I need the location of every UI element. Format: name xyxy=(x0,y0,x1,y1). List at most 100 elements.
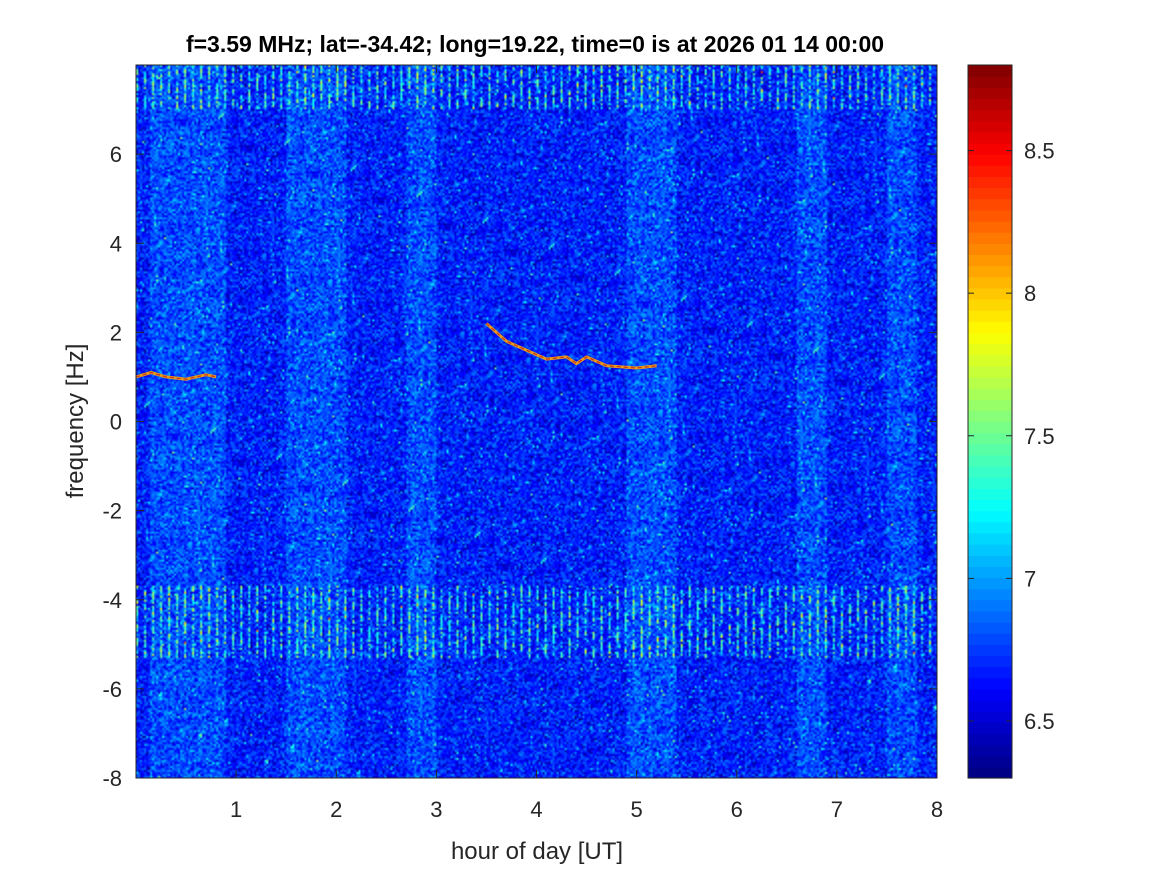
y-tick-label: -8 xyxy=(102,766,122,791)
colorbar-swatch xyxy=(968,677,1012,690)
colorbar-tick-label: 7.5 xyxy=(1024,424,1055,449)
colorbar-swatch xyxy=(968,87,1012,100)
colorbar-swatch xyxy=(968,722,1012,735)
colorbar-swatch xyxy=(968,711,1012,723)
colorbar: 6.5 7 7.5 8 8.5 xyxy=(967,64,1055,779)
colorbar-swatch xyxy=(968,310,1012,322)
colorbar-swatch xyxy=(968,276,1012,289)
spectrogram-plot xyxy=(135,64,938,779)
x-tick-label: 2 xyxy=(330,797,342,822)
colorbar-swatch xyxy=(968,98,1012,111)
colorbar-swatch xyxy=(968,477,1012,489)
colorbar-swatch xyxy=(968,209,1012,222)
colorbar-swatch xyxy=(968,733,1012,746)
colorbar-tick-label: 6.5 xyxy=(1024,709,1055,734)
colorbar-swatch xyxy=(968,198,1012,211)
colorbar-swatch xyxy=(968,332,1012,345)
colorbar-swatch xyxy=(968,633,1012,645)
x-tick-label: 6 xyxy=(731,797,743,822)
y-tick-label: -4 xyxy=(102,588,122,613)
colorbar-swatch xyxy=(968,700,1012,712)
colorbar-tick-label: 8 xyxy=(1024,281,1036,306)
colorbar-swatch xyxy=(968,376,1012,389)
colorbar-swatch xyxy=(968,232,1012,244)
y-tick-label: -6 xyxy=(102,677,122,702)
colorbar-swatch xyxy=(968,165,1012,178)
colorbar-swatch xyxy=(968,176,1012,189)
colorbar-swatch xyxy=(968,599,1012,612)
colorbar-tick-label: 8.5 xyxy=(1024,139,1055,164)
colorbar-swatch xyxy=(968,388,1012,400)
x-tick-label: 4 xyxy=(530,797,542,822)
colorbar-swatch xyxy=(968,466,1012,478)
colorbar-frame xyxy=(967,64,1013,779)
spectrogram-heatmap xyxy=(136,65,937,778)
colorbar-swatch xyxy=(968,321,1012,333)
doppler-trace-core-1 xyxy=(135,371,217,380)
colorbar-swatch xyxy=(968,666,1012,679)
colorbar-swatch xyxy=(968,109,1012,122)
colorbar-swatch xyxy=(968,488,1012,501)
colorbar-ticks: 6.5 7 7.5 8 8.5 xyxy=(968,139,1055,734)
colorbar-gradient xyxy=(968,65,1012,779)
x-tick-label: 8 xyxy=(931,797,943,822)
colorbar-swatch xyxy=(968,555,1012,567)
colorbar-swatch xyxy=(968,577,1012,590)
y-tick-label: 6 xyxy=(110,142,122,167)
colorbar-swatch xyxy=(968,298,1012,311)
colorbar-swatch xyxy=(968,443,1012,456)
colorbar-swatch xyxy=(968,343,1012,356)
colorbar-swatch xyxy=(968,76,1012,88)
x-tick-label: 1 xyxy=(230,797,242,822)
colorbar-swatch xyxy=(968,644,1012,657)
y-axis-ticks: -8 -6 -4 -2 0 2 4 6 xyxy=(102,142,937,791)
colorbar-swatch xyxy=(968,566,1012,579)
colorbar-swatch xyxy=(968,265,1012,278)
y-tick-label: 2 xyxy=(110,320,122,345)
colorbar-swatch xyxy=(968,622,1012,634)
colorbar-swatch xyxy=(968,744,1012,757)
colorbar-swatch xyxy=(968,187,1012,200)
colorbar-swatch xyxy=(968,365,1012,378)
doppler-trace-layer xyxy=(135,322,657,381)
y-tick-label: 0 xyxy=(110,410,122,435)
colorbar-swatch xyxy=(968,254,1012,267)
colorbar-swatch xyxy=(968,142,1012,155)
colorbar-swatch xyxy=(968,510,1012,523)
colorbar-swatch xyxy=(968,588,1012,601)
colorbar-swatch xyxy=(968,454,1012,467)
colorbar-swatch xyxy=(968,243,1012,255)
x-tick-label: 5 xyxy=(631,797,643,822)
colorbar-swatch xyxy=(968,287,1012,300)
colorbar-swatch xyxy=(968,410,1012,423)
colorbar-swatch xyxy=(968,154,1012,166)
x-axis-ticks: 1 2 3 4 5 6 7 8 xyxy=(230,65,943,822)
colorbar-tick-label: 7 xyxy=(1024,566,1036,591)
x-axis-label: hour of day [UT] xyxy=(451,838,623,865)
colorbar-swatch xyxy=(968,421,1012,434)
colorbar-swatch xyxy=(968,766,1012,779)
colorbar-swatch xyxy=(968,499,1012,512)
colorbar-swatch xyxy=(968,131,1012,144)
colorbar-swatch xyxy=(968,354,1012,367)
colorbar-swatch xyxy=(968,220,1012,233)
chart-title: f=3.59 MHz; lat=-34.42; long=19.22, time… xyxy=(186,31,884,57)
colorbar-swatch xyxy=(968,521,1012,534)
colorbar-swatch xyxy=(968,432,1012,445)
colorbar-swatch xyxy=(968,120,1012,133)
colorbar-swatch xyxy=(968,544,1012,556)
colorbar-swatch xyxy=(968,532,1012,545)
colorbar-swatch xyxy=(968,655,1012,668)
y-axis-label: frequency [Hz] xyxy=(62,344,89,499)
doppler-trace-core-2 xyxy=(486,323,657,369)
x-tick-label: 3 xyxy=(430,797,442,822)
colorbar-swatch xyxy=(968,755,1012,768)
colorbar-swatch xyxy=(968,688,1012,701)
y-tick-label: 4 xyxy=(110,231,122,256)
colorbar-swatch xyxy=(968,610,1012,623)
colorbar-swatch xyxy=(968,65,1012,77)
y-tick-label: -2 xyxy=(102,499,122,524)
colorbar-swatch xyxy=(968,399,1012,411)
x-tick-label: 7 xyxy=(831,797,843,822)
